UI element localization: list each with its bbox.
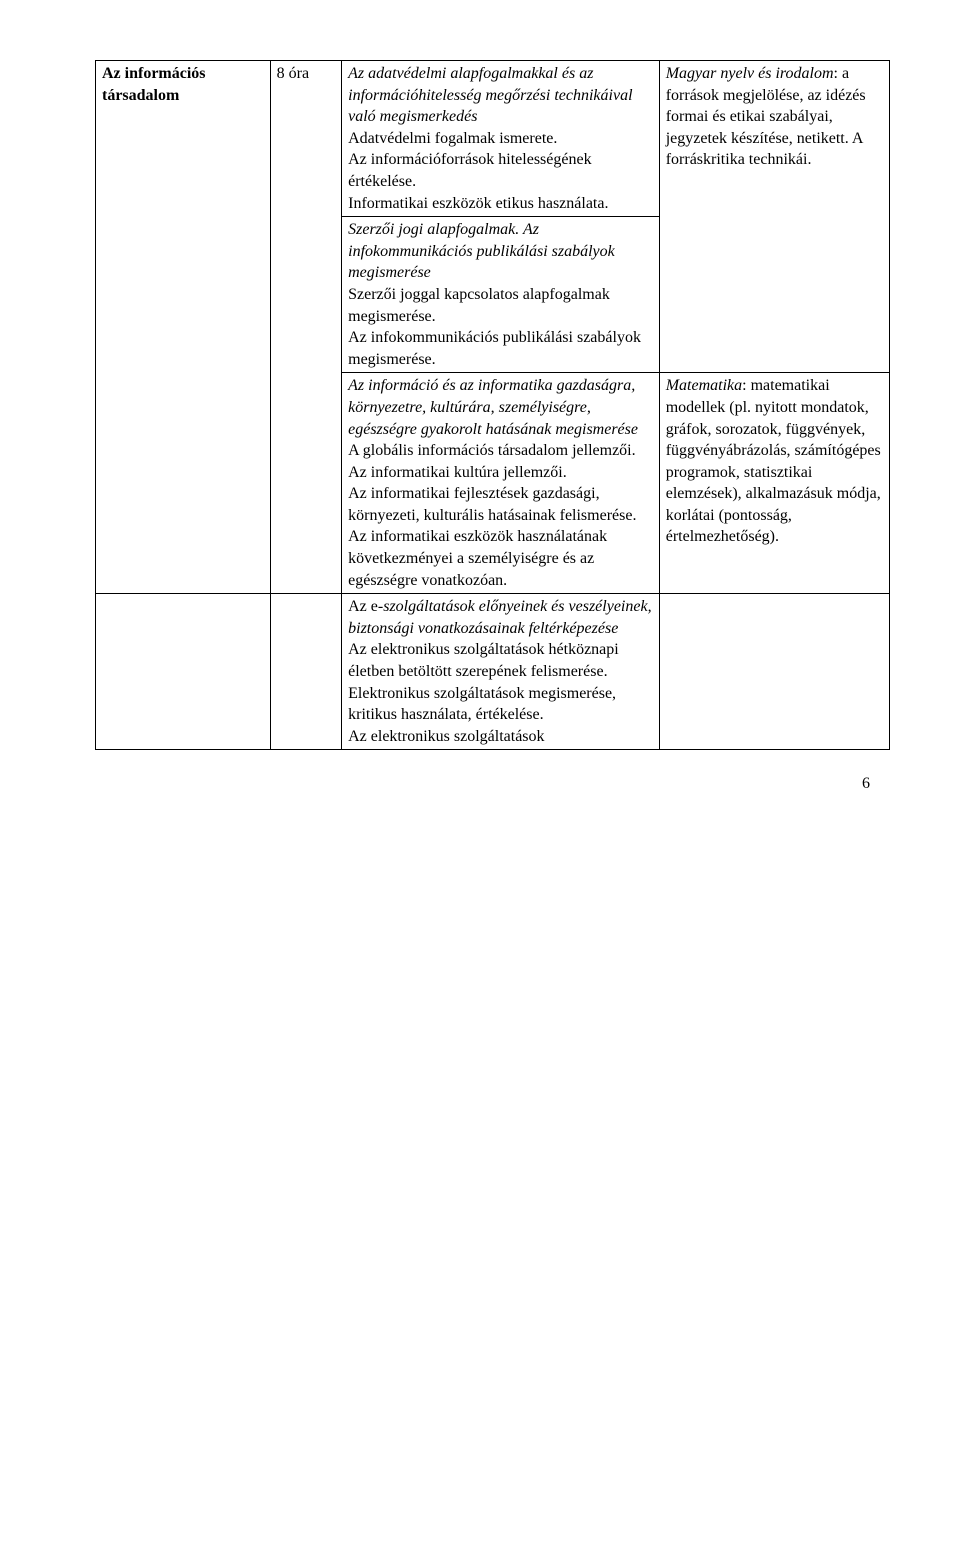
content-plain: Adatvédelmi fogalmak ismerete. Az inform…: [348, 130, 608, 212]
content-cell: Az információ és az informatika gazdaság…: [342, 373, 660, 594]
content-plain: Szerzői joggal kapcsolatos alapfogalmak …: [348, 286, 641, 368]
hours-text: 8 óra: [277, 65, 309, 82]
hours-cell-empty: [270, 594, 341, 750]
table-row: Az e-szolgáltatások előnyeinek és veszél…: [96, 594, 890, 750]
hours-cell: 8 óra: [270, 61, 341, 594]
related-cell: Matematika: matematikai modellek (pl. ny…: [659, 373, 889, 594]
content-e-prefix: Az e: [348, 598, 378, 615]
related-subject: Magyar nyelv és irodalom: [666, 65, 834, 82]
content-cell: Az adatvédelmi alapfogalmakkal és az inf…: [342, 61, 660, 217]
content-italic: Az adatvédelmi alapfogalmakkal és az inf…: [348, 65, 632, 125]
topic-cell-empty: [96, 594, 271, 750]
related-text: : matematikai modellek (pl. nyitott mond…: [666, 377, 881, 545]
content-italic-post: -szolgáltatások előnyeinek és veszélyein…: [348, 598, 651, 637]
content-cell: Szerzői jogi alapfogalmak. Az infokommun…: [342, 217, 660, 373]
page-number: 6: [95, 775, 890, 793]
topic-title-line1: Az információs: [102, 65, 206, 82]
table-row: Az információs társadalom 8 óra Az adatv…: [96, 61, 890, 217]
content-plain: Az elektronikus szolgáltatások hétköznap…: [348, 641, 619, 744]
curriculum-table: Az információs társadalom 8 óra Az adatv…: [95, 60, 890, 750]
content-cell: Az e-szolgáltatások előnyeinek és veszél…: [342, 594, 660, 750]
content-italic: Az információ és az informatika gazdaság…: [348, 377, 638, 437]
related-cell: Magyar nyelv és irodalom: a források meg…: [659, 61, 889, 373]
topic-cell: Az információs társadalom: [96, 61, 271, 594]
content-plain: A globális információs társadalom jellem…: [348, 442, 636, 589]
content-italic: Szerzői jogi alapfogalmak. Az infokommun…: [348, 221, 615, 281]
related-cell-empty: [659, 594, 889, 750]
topic-title-line2: társadalom: [102, 87, 179, 104]
related-subject: Matematika: [666, 377, 742, 394]
